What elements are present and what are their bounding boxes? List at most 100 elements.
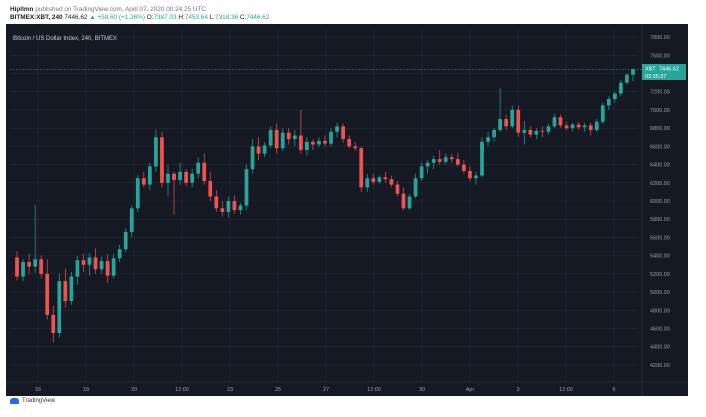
candle-body	[202, 162, 207, 181]
open-label: O:	[146, 14, 154, 21]
candle-body	[166, 173, 170, 183]
candle-body	[238, 205, 243, 211]
chart-frame: Hipllmn published on TradingView.com, Ap…	[6, 4, 688, 410]
candle-body	[63, 281, 68, 302]
candle-body	[190, 173, 195, 183]
time-tick-label: Apr	[466, 387, 475, 393]
author-name[interactable]: Hipllmn	[10, 6, 34, 13]
chart-canvas[interactable]: 4200.00 4400.00 4600.00 4800.00 5000.00 5200.…	[6, 24, 688, 396]
price-axis[interactable]: 4200.00 4400.00 4600.00 4800.00 5000.00 5200.…	[641, 24, 670, 396]
candle-body	[45, 273, 50, 315]
candle-body	[317, 140, 321, 145]
price-tick-label: 6200.00	[650, 181, 670, 187]
candle-series	[15, 68, 635, 343]
price-tick-label: 4800.00	[650, 308, 670, 314]
last-price: 7446.62	[64, 14, 88, 21]
price-tick-label: 5400.00	[650, 254, 670, 260]
high-value: 7453.64	[184, 14, 208, 21]
badge-countdown: 03:35:37	[645, 74, 666, 80]
candle-body	[558, 117, 563, 126]
price-tick-label: 6800.00	[650, 126, 670, 132]
price-tick-label: 4400.00	[650, 345, 670, 351]
candle-body	[341, 126, 345, 140]
footer-brand[interactable]: TradingView	[10, 398, 55, 404]
price-tick-label: 7600.00	[650, 53, 670, 59]
candle-body	[268, 129, 273, 146]
candle-body	[244, 169, 249, 206]
candle-body	[75, 260, 80, 277]
candle-body	[498, 119, 502, 130]
candle-body	[298, 135, 303, 151]
price-tick-label: 5200.00	[650, 272, 670, 278]
price-badge-bg	[642, 64, 686, 80]
candle-body	[540, 130, 545, 132]
candle-body	[588, 125, 593, 130]
candle-body	[425, 162, 430, 167]
candle-body	[39, 259, 44, 274]
chart-title: Bitcoin / US Dollar Index, 240, BITMEX	[13, 36, 117, 42]
low-value: 7318.36	[215, 14, 239, 21]
time-tick-label: 6	[612, 387, 615, 393]
candle-body	[619, 82, 623, 94]
badge-price: 7446.62	[659, 67, 679, 73]
candle-body	[274, 129, 279, 149]
candle-body	[437, 159, 442, 162]
candle-body	[455, 159, 460, 165]
candle-body	[576, 124, 581, 128]
time-tick-label: 12:00	[175, 387, 189, 393]
candle-body	[93, 257, 98, 270]
candle-body	[564, 125, 569, 129]
high-label: H:	[178, 14, 185, 21]
candle-body	[582, 125, 587, 128]
candle-body	[480, 141, 484, 176]
price-change: ▲ +59.60 (+1.36%)	[89, 14, 145, 21]
time-axis[interactable]: 16 18 20 12:00 23 25 27 12:00 30 Apr 3 12:00 6	[6, 381, 688, 393]
candle-body	[123, 231, 128, 250]
candle-body	[184, 171, 188, 183]
candle-body	[468, 170, 472, 179]
candle-body	[546, 126, 551, 132]
candle-body	[256, 146, 261, 154]
candle-body	[51, 314, 56, 334]
candle-body	[486, 137, 490, 142]
candle-body	[492, 129, 496, 138]
candle-body	[172, 173, 176, 181]
badge-symbol: XBT	[645, 67, 656, 73]
brand-text: TradingView	[22, 398, 56, 404]
candle-body	[594, 121, 599, 130]
candle-body	[365, 178, 370, 188]
ohlc-line: BITMEX:XBT, 240 7446.62 ▲ +59.60 (+1.36%…	[10, 14, 269, 22]
close-value: 7446.62	[246, 14, 270, 21]
candle-body	[504, 119, 509, 127]
candle-body	[462, 164, 466, 171]
time-tick-label: 27	[323, 387, 329, 393]
candle-body	[534, 130, 539, 135]
candle-body	[196, 162, 201, 174]
time-tick-label: 3	[516, 387, 519, 393]
candle-body	[141, 178, 146, 185]
price-tick-label: 5000.00	[650, 290, 670, 296]
close-label: C:	[239, 14, 247, 21]
candle-body	[625, 74, 629, 83]
candle-body	[395, 184, 400, 194]
candle-body	[516, 109, 521, 133]
candle-body	[220, 208, 225, 212]
open-value: 7387.03	[153, 14, 177, 21]
candle-body	[57, 281, 62, 334]
time-tick-label: 12:00	[367, 387, 381, 393]
candle-body	[15, 257, 19, 277]
candle-body	[443, 157, 448, 162]
candle-body	[413, 178, 418, 197]
candle-body	[226, 201, 231, 212]
chart-header: Hipllmn published on TradingView.com, Ap…	[6, 4, 688, 24]
price-tick-label: 4200.00	[650, 363, 670, 369]
price-tick-label: 6400.00	[650, 163, 670, 169]
candle-body	[232, 201, 237, 211]
candle-body	[389, 179, 394, 185]
publish-line: Hipllmn published on TradingView.com, Ap…	[10, 6, 206, 14]
time-tick-label: 25	[275, 387, 281, 393]
price-badge: XBT 7446.62 03:35:37	[642, 64, 686, 80]
tradingview-logo-icon	[10, 398, 19, 404]
candle-body	[353, 146, 358, 149]
candle-body	[154, 137, 158, 167]
